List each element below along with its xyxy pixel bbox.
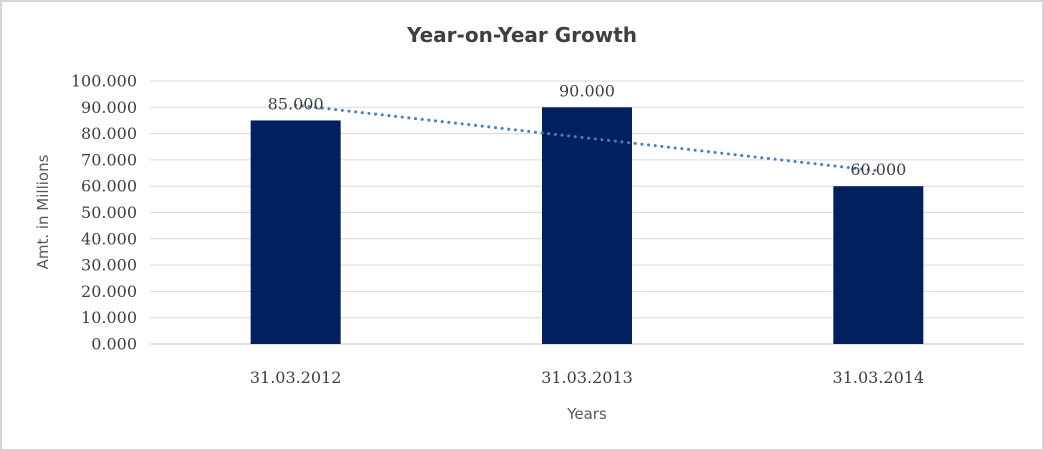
bar — [542, 107, 632, 344]
y-tick-label: 40.000 — [81, 229, 137, 248]
x-category-label: 31.03.2014 — [833, 368, 925, 387]
y-tick-label: 70.000 — [81, 150, 137, 169]
bar — [833, 186, 924, 344]
y-tick-label: 100.000 — [71, 72, 137, 91]
y-tick-label: 20.000 — [81, 282, 137, 301]
y-tick-label: 60.000 — [81, 177, 137, 196]
bar — [250, 120, 341, 344]
y-tick-label: 0.000 — [91, 335, 137, 354]
y-tick-label: 80.000 — [81, 124, 137, 143]
trendline — [294, 103, 880, 173]
bar-value-label: 60.000 — [850, 160, 906, 179]
x-category-label: 31.03.2012 — [250, 368, 342, 387]
y-tick-label: 10.000 — [81, 308, 137, 327]
chart-title: Year-on-Year Growth — [406, 23, 638, 47]
y-tick-label: 90.000 — [81, 98, 137, 117]
x-axis-title: Years — [567, 405, 607, 423]
bar-value-label: 90.000 — [559, 81, 615, 100]
y-tick-label: 30.000 — [81, 256, 137, 275]
x-category-label: 31.03.2013 — [541, 368, 633, 387]
bar-value-label: 85.000 — [268, 94, 324, 113]
y-tick-label: 50.000 — [81, 203, 137, 222]
